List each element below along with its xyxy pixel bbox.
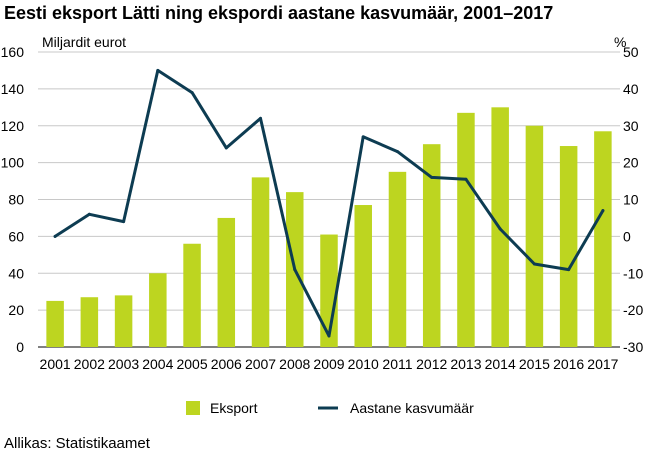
line-point	[498, 227, 502, 231]
bar	[594, 131, 612, 347]
bar	[457, 112, 475, 347]
bar-series	[46, 107, 612, 347]
y-tick-label: 160	[1, 44, 25, 60]
y2-tick-label: 20	[623, 155, 639, 171]
x-tick-label: 2006	[211, 356, 242, 372]
x-tick-label: 2010	[348, 356, 379, 372]
bar	[217, 217, 236, 347]
legend-label-kasvumaar: Aastane kasvumäär	[350, 400, 474, 416]
x-tick-label: 2014	[485, 356, 516, 372]
x-tick-label: 2009	[313, 356, 344, 372]
bar	[422, 144, 441, 347]
y-tick-label: 0	[16, 339, 24, 355]
y-tick-label: 60	[8, 228, 24, 244]
line-point	[567, 268, 571, 272]
y-tick-label: 40	[8, 265, 24, 281]
legend: Eksport Aastane kasvumäär	[186, 400, 474, 416]
line-point	[87, 212, 91, 216]
y2-tick-label: -10	[623, 265, 643, 281]
x-axis-ticks: 2001 2002 2003 2004 2005 2006 2007 2008 2009 2010…	[40, 356, 619, 372]
line-point	[156, 68, 160, 72]
x-tick-label: 2001	[40, 356, 71, 372]
line-point	[293, 268, 297, 272]
line-point	[122, 220, 126, 224]
x-tick-label: 2017	[587, 356, 618, 372]
y-tick-label: 120	[1, 118, 25, 134]
line-point	[53, 234, 57, 238]
line-series	[53, 68, 605, 338]
bar	[388, 171, 407, 347]
x-tick-label: 2008	[279, 356, 310, 372]
line-point	[532, 262, 536, 266]
y-axis-ticks: 0 20 40 60 80 100 120 140 160	[1, 44, 25, 355]
x-tick-label: 2011	[382, 356, 412, 372]
bar	[354, 205, 372, 347]
line-point	[395, 150, 399, 154]
y-axis-label: Miljardit eurot	[42, 34, 126, 50]
y2-tick-label: 10	[623, 192, 639, 208]
y2-axis-label: %	[614, 34, 626, 50]
y-tick-label: 140	[1, 81, 25, 97]
line-point	[224, 146, 228, 150]
y2-tick-label: 50	[623, 44, 639, 60]
line-point	[259, 116, 263, 120]
y-tick-label: 20	[8, 302, 24, 318]
line-point	[361, 135, 365, 139]
y2-tick-label: 40	[623, 81, 639, 97]
y-tick-label: 80	[8, 192, 24, 208]
x-tick-label: 2002	[74, 356, 105, 372]
y-tick-label: 100	[1, 155, 25, 171]
legend-label-eksport: Eksport	[210, 400, 258, 416]
bar	[80, 297, 99, 347]
x-tick-label: 2012	[416, 356, 447, 372]
x-tick-label: 2003	[108, 356, 139, 372]
bar	[149, 273, 167, 347]
y2-tick-label: 30	[623, 118, 639, 134]
line-point	[430, 175, 434, 179]
x-tick-label: 2013	[450, 356, 481, 372]
bar	[114, 295, 133, 347]
source-note: Allikas: Statistikaamet	[4, 435, 151, 452]
y2-tick-label: -20	[623, 302, 643, 318]
legend-swatch-eksport	[186, 401, 200, 415]
bar	[525, 125, 544, 347]
line-point	[601, 209, 605, 213]
x-tick-label: 2004	[142, 356, 173, 372]
y2-tick-label: -30	[623, 339, 643, 355]
line-point	[327, 334, 331, 338]
y2-axis-ticks: -30 -20 -10 0 10 20 30 40 50	[623, 44, 643, 355]
x-tick-label: 2015	[519, 356, 550, 372]
line-point	[190, 91, 194, 95]
bar	[559, 146, 578, 347]
x-tick-label: 2005	[176, 356, 207, 372]
x-tick-label: 2007	[245, 356, 276, 372]
bar	[251, 177, 270, 347]
x-tick-label: 2016	[553, 356, 584, 372]
bar	[183, 243, 201, 347]
line-point	[464, 177, 468, 181]
bar	[46, 300, 64, 347]
chart-title: Eesti eksport Lätti ning ekspordi aastan…	[4, 3, 553, 23]
y2-tick-label: 0	[623, 228, 631, 244]
